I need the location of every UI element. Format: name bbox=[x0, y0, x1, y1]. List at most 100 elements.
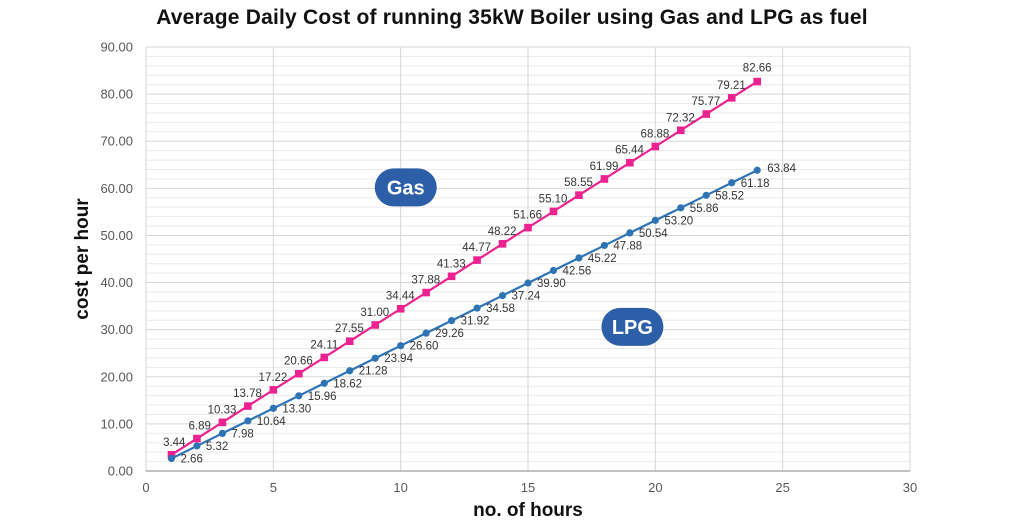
lpg-data-label: 18.62 bbox=[333, 378, 362, 390]
lpg-marker bbox=[371, 354, 379, 362]
lpg-series-line bbox=[170, 169, 758, 460]
gas-marker bbox=[422, 288, 430, 297]
lpg-marker bbox=[728, 179, 736, 187]
lpg-data-label: 5.32 bbox=[206, 441, 228, 453]
x-axis-title: no. of hours bbox=[473, 500, 583, 521]
gas-data-label: 3.44 bbox=[163, 437, 186, 449]
gas-data-label: 68.88 bbox=[641, 128, 670, 140]
gas-data-label: 20.66 bbox=[284, 356, 313, 368]
lpg-marker bbox=[651, 216, 659, 224]
gas-series-line bbox=[170, 80, 758, 456]
gas-marker bbox=[473, 256, 481, 264]
y-tick-label: 70.00 bbox=[100, 134, 133, 149]
lpg-data-label: 21.28 bbox=[359, 366, 388, 378]
gas-marker bbox=[600, 175, 609, 183]
gas-data-label: 37.88 bbox=[411, 275, 440, 287]
gas-data-label: 82.66 bbox=[743, 63, 772, 75]
x-tick-label: 5 bbox=[270, 480, 277, 495]
gas-marker bbox=[575, 191, 583, 199]
chart-title: Average Daily Cost of running 35kW Boile… bbox=[156, 6, 868, 29]
gas-data-label: 65.44 bbox=[615, 145, 644, 157]
gas-data-label: 34.44 bbox=[386, 291, 415, 303]
lpg-data-label: 53.20 bbox=[664, 215, 693, 227]
lpg-data-label: 31.92 bbox=[461, 316, 490, 328]
lpg-marker bbox=[422, 329, 430, 337]
lpg-marker bbox=[753, 166, 761, 174]
lpg-data-label: 26.60 bbox=[410, 341, 439, 353]
lpg-marker bbox=[498, 291, 507, 300]
lpg-data-label: 15.96 bbox=[308, 391, 337, 403]
lpg-data-label: 29.26 bbox=[435, 328, 464, 340]
gas-marker bbox=[524, 223, 532, 232]
gas-marker bbox=[753, 77, 761, 86]
x-tick-label: 20 bbox=[648, 480, 662, 495]
lpg-marker bbox=[244, 417, 252, 425]
gas-marker bbox=[295, 369, 303, 378]
gas-marker bbox=[218, 418, 227, 427]
lpg-data-label: 61.18 bbox=[741, 178, 770, 190]
lpg-marker bbox=[626, 229, 634, 237]
gas-data-label: 61.99 bbox=[590, 161, 619, 173]
y-tick-label: 10.00 bbox=[100, 416, 133, 431]
gas-marker bbox=[626, 158, 634, 167]
gas-data-label: 44.77 bbox=[462, 242, 491, 254]
y-tick-label: 0.00 bbox=[108, 464, 133, 479]
gas-badge-label: Gas bbox=[387, 177, 425, 199]
gas-data-label: 31.00 bbox=[360, 307, 389, 319]
gas-marker bbox=[320, 353, 329, 362]
gas-marker bbox=[677, 126, 685, 135]
gas-marker bbox=[371, 321, 379, 329]
lpg-data-label: 42.56 bbox=[562, 265, 591, 277]
lpg-data-label: 13.30 bbox=[282, 403, 311, 415]
lpg-data-label: 39.90 bbox=[537, 278, 566, 290]
lpg-data-label: 2.66 bbox=[180, 453, 202, 465]
gas-data-label: 72.32 bbox=[666, 112, 695, 124]
y-tick-label: 40.00 bbox=[100, 275, 133, 290]
lpg-data-label: 63.84 bbox=[767, 163, 796, 175]
lpg-data-label: 10.64 bbox=[257, 416, 286, 428]
x-tick-label: 10 bbox=[393, 480, 407, 495]
x-tick-label: 30 bbox=[903, 480, 917, 495]
lpg-marker bbox=[600, 241, 609, 250]
y-tick-label: 20.00 bbox=[100, 369, 133, 384]
lpg-marker bbox=[346, 367, 354, 375]
y-tick-label: 60.00 bbox=[100, 181, 133, 196]
gas-marker bbox=[702, 110, 711, 118]
lpg-badge bbox=[601, 307, 664, 346]
gas-data-label: 79.21 bbox=[717, 80, 746, 92]
gas-marker bbox=[345, 337, 354, 346]
gas-marker bbox=[727, 94, 736, 102]
lpg-data-label: 37.24 bbox=[512, 291, 541, 303]
gas-data-label: 41.33 bbox=[437, 258, 466, 270]
gas-data-label: 58.55 bbox=[564, 177, 593, 189]
gas-data-label: 55.10 bbox=[539, 193, 568, 205]
gas-data-label: 75.77 bbox=[691, 96, 720, 108]
gas-marker bbox=[651, 142, 660, 151]
gas-marker bbox=[396, 304, 405, 313]
gas-marker bbox=[498, 240, 507, 248]
gas-data-label: 10.33 bbox=[208, 404, 237, 416]
gas-data-label: 13.78 bbox=[233, 388, 262, 400]
lpg-data-label: 23.94 bbox=[384, 353, 413, 365]
gas-marker bbox=[193, 434, 201, 443]
x-tick-label: 0 bbox=[142, 480, 149, 495]
gas-data-label: 48.22 bbox=[488, 226, 517, 238]
lpg-marker bbox=[397, 342, 405, 350]
lpg-marker bbox=[295, 392, 303, 400]
gas-data-label: 24.11 bbox=[310, 339, 338, 351]
lpg-marker bbox=[193, 442, 201, 450]
lpg-data-label: 7.98 bbox=[231, 428, 253, 440]
y-tick-label: 30.00 bbox=[100, 322, 133, 337]
lpg-data-label: 50.54 bbox=[639, 228, 668, 240]
lpg-marker bbox=[167, 454, 176, 463]
lpg-data-label: 34.58 bbox=[486, 303, 515, 315]
y-tick-label: 90.00 bbox=[100, 40, 133, 55]
x-tick-label: 25 bbox=[775, 480, 789, 495]
lpg-data-label: 55.86 bbox=[690, 203, 719, 215]
x-tick-label: 15 bbox=[521, 480, 535, 495]
gas-data-label: 6.89 bbox=[189, 421, 211, 433]
lpg-marker bbox=[702, 191, 710, 199]
gas-data-label: 17.22 bbox=[259, 372, 288, 384]
